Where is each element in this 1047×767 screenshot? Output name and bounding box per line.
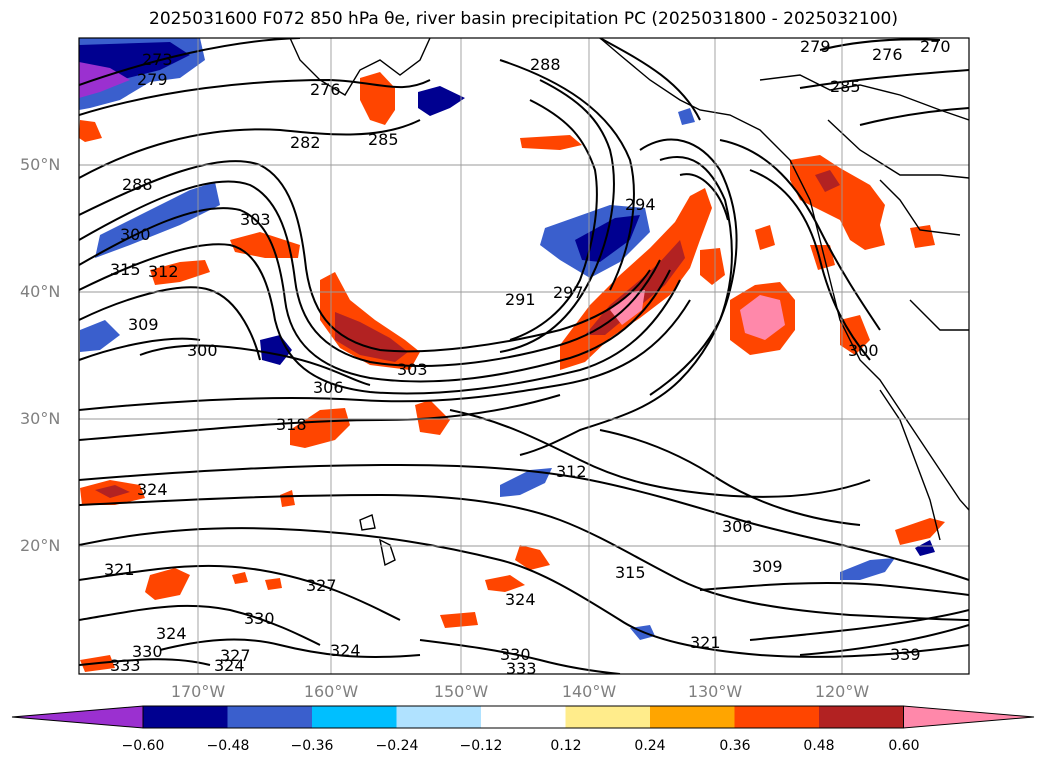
- positive-pc-shading: [79, 72, 945, 672]
- contour-label: 306: [313, 378, 344, 397]
- colorbar-segment: [481, 706, 566, 728]
- contour-label: 312: [556, 462, 587, 481]
- contour-label: 288: [530, 55, 561, 74]
- contour-label: 276: [872, 45, 903, 64]
- contour-label: 330: [500, 645, 531, 664]
- lat-lon-grid: [79, 38, 969, 674]
- lon-label-120w: 120°W: [814, 682, 870, 701]
- colorbar-tick-label: 0.24: [634, 738, 666, 754]
- contour-label: 285: [368, 130, 399, 149]
- lon-label-170w: 170°W: [170, 682, 226, 701]
- colorbar-tick-label: −0.36: [290, 738, 334, 754]
- contour-label: 303: [397, 360, 428, 379]
- contour-label: 324: [214, 656, 245, 675]
- contour-label: 282: [290, 133, 321, 152]
- contour-label: 309: [752, 557, 783, 576]
- colorbar-tick-label: 0.36: [719, 738, 751, 754]
- contour-label: 300: [120, 225, 151, 244]
- contour-label: 324: [137, 480, 168, 499]
- contour-label: 276: [310, 80, 341, 99]
- colorbar-segment: [396, 706, 481, 728]
- contour-label: 294: [625, 195, 656, 214]
- contour-label: 324: [505, 590, 536, 609]
- contour-label: 270: [920, 37, 951, 56]
- contour-label: 318: [276, 415, 307, 434]
- plot-title: 2025031600 F072 850 hPa θe, river basin …: [149, 9, 898, 29]
- contour-label: 300: [848, 341, 879, 360]
- contour-label: 291: [505, 290, 536, 309]
- lon-label-140w: 140°W: [561, 682, 617, 701]
- colorbar-tick-label: 0.60: [888, 738, 920, 754]
- colorbar-frame: [142, 705, 904, 729]
- lat-label-20n: 20°N: [20, 536, 61, 555]
- colorbar-segment: [819, 706, 904, 728]
- contour-label: 303: [240, 210, 271, 229]
- colorbar-extend-max: [903, 705, 1035, 729]
- contour-label: 279: [800, 37, 831, 56]
- contour-label: 315: [615, 563, 646, 582]
- contour-label: 297: [553, 283, 584, 302]
- lon-label-150w: 150°W: [433, 682, 489, 701]
- contour-label: 279: [137, 70, 168, 89]
- contour-label: 327: [306, 576, 337, 595]
- colorbar-segment: [143, 706, 228, 728]
- theta-e-contours: [79, 38, 969, 674]
- contour-label: 330: [244, 609, 275, 628]
- colorbar-segment: [227, 706, 312, 728]
- colorbar-tick-label: 0.12: [550, 738, 582, 754]
- contour-label: 300: [187, 341, 218, 360]
- contour-label: 285: [830, 77, 861, 96]
- contour-label: 288: [122, 175, 153, 194]
- contour-label: 306: [722, 517, 753, 536]
- colorbar-tick-label: −0.12: [459, 738, 503, 754]
- contour-label: 312: [148, 262, 179, 281]
- plot-frame: [78, 37, 970, 675]
- colorbar-tick-label: −0.60: [121, 738, 165, 754]
- lat-label-40n: 40°N: [20, 282, 61, 301]
- contour-label: 309: [128, 315, 159, 334]
- contour-label: 327: [220, 646, 251, 665]
- contour-label: 333: [110, 656, 141, 675]
- contour-label-layer: 273 279 276 285 282 288 303 300 315 312 …: [104, 37, 951, 678]
- colorbar-tick-label: −0.24: [375, 738, 419, 754]
- contour-label: 321: [104, 560, 135, 579]
- contour-label: 324: [330, 641, 361, 660]
- lon-label-160w: 160°W: [303, 682, 359, 701]
- contour-label: 321: [690, 633, 721, 652]
- colorbar: [11, 705, 1035, 729]
- colorbar-extend-min: [11, 705, 144, 729]
- contour-label: 273: [142, 50, 173, 69]
- contour-label: 315: [110, 260, 141, 279]
- contour-label: 330: [132, 642, 163, 661]
- colorbar-segment: [650, 706, 735, 728]
- colorbar-segment: [312, 706, 397, 728]
- contour-label: 339: [890, 645, 921, 664]
- colorbar-tick-label: 0.48: [803, 738, 835, 754]
- contour-label: 324: [156, 624, 187, 643]
- colorbar-segment: [565, 706, 650, 728]
- colorbar-segment: [734, 706, 819, 728]
- contour-label: 333: [506, 659, 537, 678]
- lat-label-30n: 30°N: [20, 409, 61, 428]
- lon-label-130w: 130°W: [687, 682, 743, 701]
- lat-label-50n: 50°N: [20, 155, 61, 174]
- colorbar-tick-label: −0.48: [206, 738, 250, 754]
